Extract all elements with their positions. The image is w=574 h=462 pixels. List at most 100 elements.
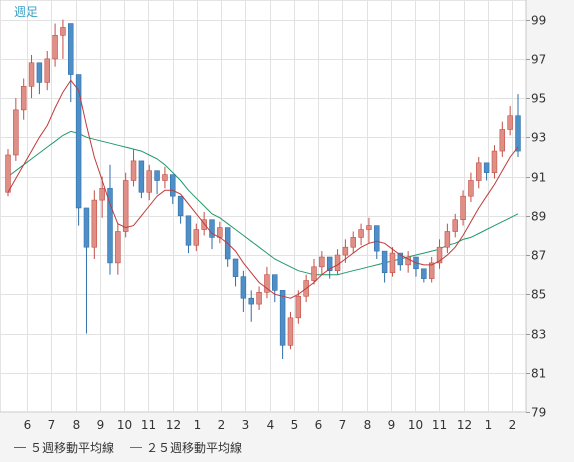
candle-1 [13, 98, 19, 161]
chart-title: 週足 [14, 5, 38, 19]
y-tick-label-95: 95 [531, 92, 546, 106]
candle-body-9 [75, 74, 82, 209]
candle-body-43 [342, 246, 349, 256]
x-tick-label-10: 4 [267, 418, 275, 432]
x-tick-label-11: 5 [291, 418, 299, 432]
x-tick-label-6: 12 [166, 418, 181, 432]
candle-5 [44, 51, 50, 91]
candle-55 [436, 239, 443, 269]
candle-17 [138, 160, 145, 199]
x-tick-label-2: 8 [73, 418, 81, 432]
x-tick-label-8: 2 [218, 418, 226, 432]
ma5-layer [7, 79, 519, 299]
candle-57 [452, 213, 458, 238]
candle-body-8 [68, 23, 74, 75]
x-tick-label-12: 6 [315, 418, 323, 432]
candle-8 [68, 23, 74, 103]
x-tick-labels: 6 7 8 9 10 11 12 1 2 3 4 5 6 7 8 9 10 11 12 1 2 [24, 418, 517, 432]
candle-33 [264, 266, 270, 299]
x-tick-label-1: 7 [48, 418, 56, 432]
candle-62 [491, 145, 498, 179]
candle-body-1 [13, 109, 19, 156]
candle-18 [146, 164, 152, 201]
candle-body-15 [122, 180, 129, 232]
candle-12 [99, 176, 105, 218]
candle-23 [185, 215, 192, 254]
candle-body-40 [319, 256, 325, 268]
candle-13 [107, 164, 113, 275]
candle-body-47 [374, 225, 380, 252]
candle-50 [397, 252, 404, 271]
candle-body-36 [287, 317, 294, 346]
candle-body-30 [240, 276, 247, 299]
candle-49 [389, 247, 396, 277]
candle-body-13 [107, 188, 113, 264]
candle-59 [468, 172, 474, 203]
x-tick-label-17: 11 [432, 418, 447, 432]
candle-9 [75, 74, 82, 226]
candle-7 [60, 19, 66, 59]
candle-body-4 [36, 62, 43, 83]
candle-61 [483, 162, 490, 181]
x-tick-label-4: 10 [117, 418, 132, 432]
candle-44 [350, 231, 356, 254]
candle-body-10 [83, 207, 90, 248]
candle-body-54 [428, 262, 435, 279]
y-tick-label-89: 89 [531, 210, 546, 224]
candle-body-3 [28, 62, 35, 87]
candle-4 [36, 62, 43, 95]
candle-body-26 [209, 219, 215, 238]
x-tick-label-20: 2 [509, 418, 517, 432]
x-tick-label-18: 12 [457, 418, 472, 432]
y-tick-label-99: 99 [531, 14, 546, 28]
candle-14 [115, 223, 121, 275]
candle-body-20 [162, 174, 168, 181]
x-tick-label-14: 8 [364, 418, 372, 432]
candle-body-7 [60, 27, 66, 36]
x-tick-label-5: 11 [141, 418, 156, 432]
candle-41 [326, 256, 333, 279]
candle-body-53 [421, 268, 427, 279]
candle-body-21 [170, 174, 176, 197]
candle-body-11 [91, 199, 98, 248]
legend-swatch-ma5 [14, 446, 26, 448]
candle-46 [366, 217, 372, 244]
candle-body-25 [201, 219, 207, 230]
candle-3 [28, 54, 35, 99]
candle-body-27 [217, 227, 223, 238]
candle-body-33 [264, 274, 270, 293]
candle-58 [460, 190, 466, 226]
legend-label-ma5: ５週移動平均線 [30, 440, 115, 455]
candle-body-50 [397, 252, 404, 266]
candle-body-16 [130, 160, 137, 181]
legend: ５週移動平均線 ２５週移動平均線 [14, 438, 242, 456]
grid [0, 0, 526, 413]
candle-24 [193, 223, 200, 252]
candle-body-51 [405, 256, 411, 266]
candle-40 [319, 251, 325, 275]
y-tick-label-91: 91 [531, 171, 546, 185]
x-tick-label-16: 10 [408, 418, 423, 432]
x-tick-label-13: 7 [339, 418, 347, 432]
candle-body-56 [444, 231, 451, 248]
candle-16 [130, 149, 137, 187]
legend-label-ma25: ２５週移動平均線 [146, 440, 243, 455]
candle-body-41 [326, 256, 333, 272]
candle-body-60 [476, 162, 482, 181]
candle-body-64 [507, 115, 513, 130]
candle-body-35 [279, 290, 286, 346]
candle-body-24 [193, 229, 200, 246]
candle-body-44 [350, 237, 356, 248]
x-tick-label-3: 9 [97, 418, 105, 432]
candle-body-29 [232, 258, 239, 277]
x-tick-label-19: 1 [485, 418, 493, 432]
y-tick-label-87: 87 [531, 249, 546, 263]
x-tick-label-7: 1 [194, 418, 202, 432]
y-tick-labels: 79 81 83 85 87 89 91 93 95 97 99 [526, 14, 546, 420]
ma5-line [7, 79, 519, 299]
candle-37 [295, 290, 302, 324]
candle-body-45 [358, 229, 364, 238]
candle-39 [311, 258, 317, 285]
y-tick-label-85: 85 [531, 288, 546, 302]
